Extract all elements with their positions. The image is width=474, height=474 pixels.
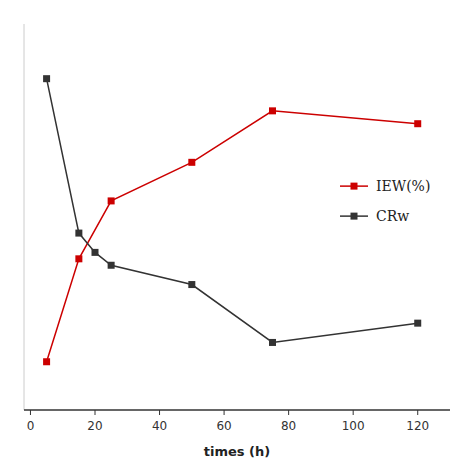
legend-label: CRw	[376, 208, 409, 224]
x-tick	[353, 410, 354, 415]
x-tick-label: 100	[342, 419, 365, 433]
series-marker	[43, 358, 50, 365]
x-tick-label: 20	[87, 419, 102, 433]
series-marker	[92, 249, 99, 256]
series-marker	[108, 262, 115, 269]
x-tick	[30, 410, 31, 415]
plot-area	[43, 75, 421, 365]
y-axis-line	[24, 24, 25, 410]
legend-marker	[351, 183, 358, 190]
x-tick-label: 80	[281, 419, 296, 433]
series-marker	[188, 281, 195, 288]
series-line	[47, 111, 418, 362]
x-tick	[95, 410, 96, 415]
x-tick-label: 40	[152, 419, 167, 433]
x-axis-line	[24, 409, 450, 411]
series-marker	[75, 230, 82, 237]
series-marker	[269, 107, 276, 114]
x-tick-label: 60	[216, 419, 231, 433]
x-tick	[159, 410, 160, 415]
series-marker	[414, 120, 421, 127]
x-axis-label: times (h)	[204, 444, 270, 459]
series-marker	[269, 339, 276, 346]
series-marker	[188, 159, 195, 166]
legend-label: IEW(%)	[376, 178, 430, 194]
series-marker	[108, 197, 115, 204]
legend-marker	[351, 213, 358, 220]
series-marker	[43, 75, 50, 82]
series-line	[47, 79, 418, 343]
legend: IEW(%) CRw	[340, 178, 430, 224]
series-marker	[414, 320, 421, 327]
x-tick-label: 0	[27, 419, 35, 433]
x-tick	[417, 410, 418, 415]
chart: 0 20 40 60 80 100 120 times (h) IEW(%) CRw	[0, 0, 474, 474]
x-tick	[288, 410, 289, 415]
x-tick-label: 120	[406, 419, 429, 433]
series-marker	[75, 255, 82, 262]
x-tick	[224, 410, 225, 415]
